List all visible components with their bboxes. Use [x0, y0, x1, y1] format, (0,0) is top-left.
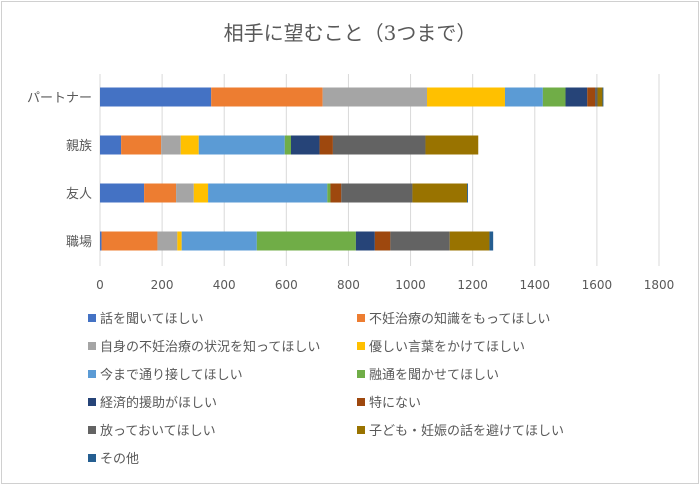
legend-label: 優しい言葉をかけてほしい	[369, 340, 525, 355]
bar-segment	[161, 135, 181, 155]
bar-segment	[181, 231, 257, 251]
bar-segment	[504, 87, 543, 107]
x-tick-label: 200	[151, 278, 174, 292]
legend-swatch	[357, 314, 365, 322]
bar-segment	[100, 87, 212, 107]
legend-swatch	[357, 398, 365, 406]
bar-segment	[322, 87, 428, 107]
x-tick-label: 800	[337, 278, 360, 292]
bar-segment	[565, 87, 588, 107]
bar-segment	[121, 135, 162, 155]
bar-segment	[208, 183, 328, 203]
legend-label: 経済的援助がほしい	[100, 395, 217, 411]
bar-segment	[425, 135, 479, 155]
bar-segment	[100, 183, 145, 203]
x-tick-label: 1200	[457, 278, 488, 292]
bar-segment	[290, 135, 320, 155]
x-tick-label: 0	[96, 278, 104, 292]
bar-segment	[542, 87, 566, 107]
category-label: 親族	[66, 138, 92, 154]
bar-segment	[467, 183, 469, 203]
bar-segment	[100, 231, 102, 251]
legend-label: 今まで通り接してほしい	[100, 367, 243, 383]
chart-title: 相手に望むこと（3つまで）	[224, 21, 477, 45]
category-label: パートナー	[27, 91, 92, 106]
x-tick-label: 1800	[644, 278, 675, 292]
bar-segment	[144, 183, 177, 203]
x-tick-label: 1000	[395, 278, 426, 292]
bar-segment	[256, 231, 356, 251]
legend-swatch	[357, 370, 365, 378]
legend-label: 融通を聞かせてほしい	[369, 368, 499, 383]
legend-swatch	[88, 398, 96, 406]
legend-swatch	[88, 342, 96, 350]
bar-segment	[449, 231, 490, 251]
bar-segment	[390, 231, 450, 251]
bar-segment	[602, 87, 604, 107]
bar-segment	[412, 183, 468, 203]
bar-segment	[193, 183, 209, 203]
category-label: 友人	[66, 186, 92, 202]
category-label: 職場	[66, 235, 92, 250]
x-tick-label: 400	[213, 278, 236, 292]
bar-segment	[157, 231, 178, 251]
x-tick-label: 1600	[582, 278, 613, 292]
bar-segment	[198, 135, 285, 155]
bar-segment	[597, 87, 603, 107]
x-tick-label: 1400	[520, 278, 551, 292]
bar-segment	[327, 183, 331, 203]
legend-swatch	[88, 426, 96, 434]
bar-segment	[341, 183, 413, 203]
bar-segment	[177, 231, 182, 251]
legend-label: 子ども・妊娠の話を避けてほしい	[369, 423, 564, 439]
bar-segment	[180, 135, 199, 155]
legend-label: 自身の不妊治療の状況を知ってほしい	[100, 339, 320, 355]
legend-label: 特にない	[369, 396, 421, 411]
bar-segment	[101, 231, 158, 251]
legend-label: その他	[100, 452, 139, 467]
x-tick-label: 600	[275, 278, 298, 292]
bar-segment	[374, 231, 391, 251]
bar-segment	[332, 135, 426, 155]
legend-swatch	[88, 370, 96, 378]
bar-segment	[595, 87, 598, 107]
bar-segment	[330, 183, 342, 203]
legend-swatch	[88, 454, 96, 462]
bar-segment	[427, 87, 505, 107]
legend-label: 不妊治療の知識をもってほしい	[369, 311, 550, 327]
bar-segment	[176, 183, 194, 203]
bar-segment	[100, 135, 122, 155]
legend-label: 話を聞いてほしい	[100, 311, 204, 327]
bar-segment	[355, 231, 375, 251]
bar-segment	[319, 135, 333, 155]
bar-segment	[489, 231, 494, 251]
bar-segment	[211, 87, 323, 107]
legend-swatch	[88, 314, 96, 322]
legend-swatch	[357, 342, 365, 350]
bar-segment	[284, 135, 291, 155]
bar-segment	[587, 87, 596, 107]
legend-label: 放っておいてほしい	[100, 424, 216, 439]
legend-swatch	[357, 426, 365, 434]
